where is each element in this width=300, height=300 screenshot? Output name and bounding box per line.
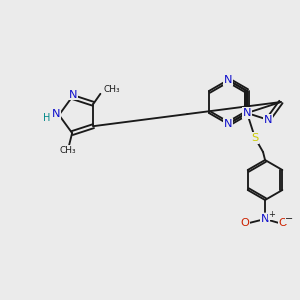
Text: −: −: [285, 214, 293, 224]
Text: +: +: [268, 211, 275, 220]
Text: N: N: [243, 108, 251, 118]
Text: N: N: [264, 115, 272, 125]
Text: N: N: [69, 90, 77, 100]
Text: N: N: [224, 75, 232, 85]
Text: H: H: [43, 113, 51, 123]
Text: N: N: [261, 214, 269, 224]
Text: O: O: [241, 218, 250, 228]
Text: CH₃: CH₃: [60, 146, 76, 154]
Text: N: N: [52, 109, 60, 119]
Text: O: O: [279, 218, 287, 228]
Text: CH₃: CH₃: [103, 85, 120, 94]
Text: S: S: [251, 133, 259, 143]
Text: N: N: [224, 119, 232, 129]
